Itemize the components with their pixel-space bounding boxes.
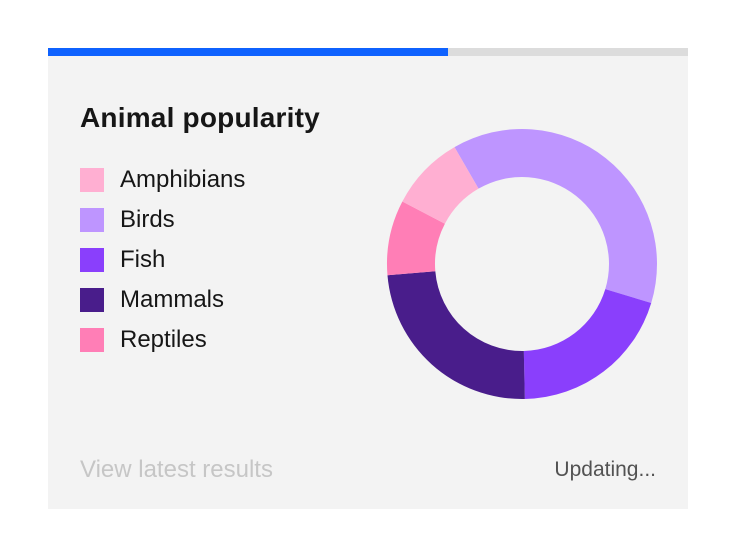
status-text: Updating... bbox=[554, 458, 656, 481]
legend-label: Amphibians bbox=[120, 166, 246, 193]
legend-swatch bbox=[80, 248, 104, 272]
legend-label: Reptiles bbox=[120, 326, 207, 353]
legend-label: Mammals bbox=[120, 286, 225, 313]
chart-title: Animal popularity bbox=[80, 102, 320, 133]
legend-label: Birds bbox=[120, 206, 175, 233]
legend-swatch bbox=[80, 168, 104, 192]
donut-slice-amphibians[interactable] bbox=[402, 147, 479, 224]
legend-item-mammals: Mammals bbox=[80, 280, 245, 320]
donut-chart bbox=[384, 126, 660, 402]
legend-swatch bbox=[80, 288, 104, 312]
legend-item-fish: Fish bbox=[80, 240, 245, 280]
legend-item-birds: Birds bbox=[80, 200, 245, 240]
donut-slice-birds[interactable] bbox=[454, 129, 658, 304]
legend-item-amphibians: Amphibians bbox=[80, 160, 245, 200]
chart-legend: Amphibians Birds Fish Mammals Reptiles bbox=[80, 160, 245, 360]
view-latest-results-link[interactable]: View latest results bbox=[80, 456, 273, 483]
donut-chart-svg bbox=[387, 129, 658, 399]
donut-slice-mammals[interactable] bbox=[387, 271, 525, 399]
legend-swatch bbox=[80, 208, 104, 232]
legend-item-reptiles: Reptiles bbox=[80, 320, 245, 360]
progress-track bbox=[48, 48, 688, 56]
progress-fill bbox=[48, 48, 448, 56]
chart-card: Animal popularity Amphibians Birds Fish Mam… bbox=[48, 48, 688, 509]
legend-swatch bbox=[80, 328, 104, 352]
donut-slice-fish[interactable] bbox=[523, 289, 652, 399]
legend-label: Fish bbox=[120, 246, 166, 273]
donut-slice-reptiles[interactable] bbox=[387, 201, 445, 276]
